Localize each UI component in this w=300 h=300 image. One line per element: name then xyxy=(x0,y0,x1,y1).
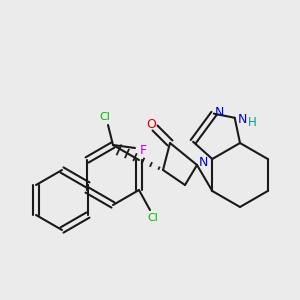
Text: O: O xyxy=(146,118,156,130)
Text: N: N xyxy=(215,106,224,119)
Text: F: F xyxy=(140,143,147,157)
Text: N: N xyxy=(238,113,247,126)
Text: N: N xyxy=(198,157,208,169)
Text: Cl: Cl xyxy=(100,112,110,122)
Text: H: H xyxy=(248,116,257,129)
Text: Cl: Cl xyxy=(148,213,158,223)
